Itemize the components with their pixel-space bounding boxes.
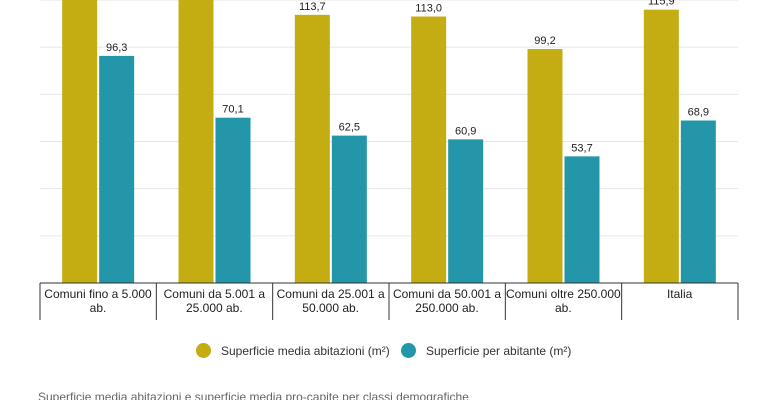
bar xyxy=(178,0,214,284)
legend-marker xyxy=(196,343,211,358)
value-label: 115,9 xyxy=(648,0,675,8)
bar xyxy=(448,139,484,283)
value-label: 60,9 xyxy=(455,125,476,137)
bar xyxy=(294,14,330,283)
value-label: 96,3 xyxy=(106,42,127,54)
legend-label: Superficie media abitazioni (m²) xyxy=(221,344,390,358)
legend-label: Superficie per abitante (m²) xyxy=(426,344,572,358)
bar xyxy=(99,55,135,283)
bar xyxy=(527,49,563,284)
bar xyxy=(331,135,367,283)
bar xyxy=(643,9,679,284)
bar xyxy=(62,0,98,283)
x-tick-label: Comuni da 50.001 a 250.000 ab. xyxy=(392,287,502,315)
value-label: 70,1 xyxy=(222,104,243,116)
value-label: 113,7 xyxy=(299,1,326,13)
value-label: 68,9 xyxy=(688,107,709,119)
value-label: 53,7 xyxy=(571,142,592,154)
value-label: 99,2 xyxy=(534,35,555,47)
x-tick-label: Comuni da 5.001 a 25.000 ab. xyxy=(163,287,266,315)
x-tick-label: Comuni da 25.001 a 50.000 ab. xyxy=(276,287,385,315)
bar xyxy=(411,16,447,284)
x-tick-label: Italia xyxy=(666,287,693,301)
legend-marker xyxy=(401,343,416,358)
bar xyxy=(215,117,251,283)
bar xyxy=(680,120,716,283)
value-label: 62,5 xyxy=(339,122,360,134)
x-tick-label: Comuni fino a 5.000 ab. xyxy=(44,287,152,315)
x-tick-label: Comuni oltre 250.000 ab. xyxy=(505,287,621,315)
caption: Superficie media abitazioni e superficie… xyxy=(38,390,469,400)
bar xyxy=(564,156,600,283)
value-label: 113,0 xyxy=(415,3,442,15)
